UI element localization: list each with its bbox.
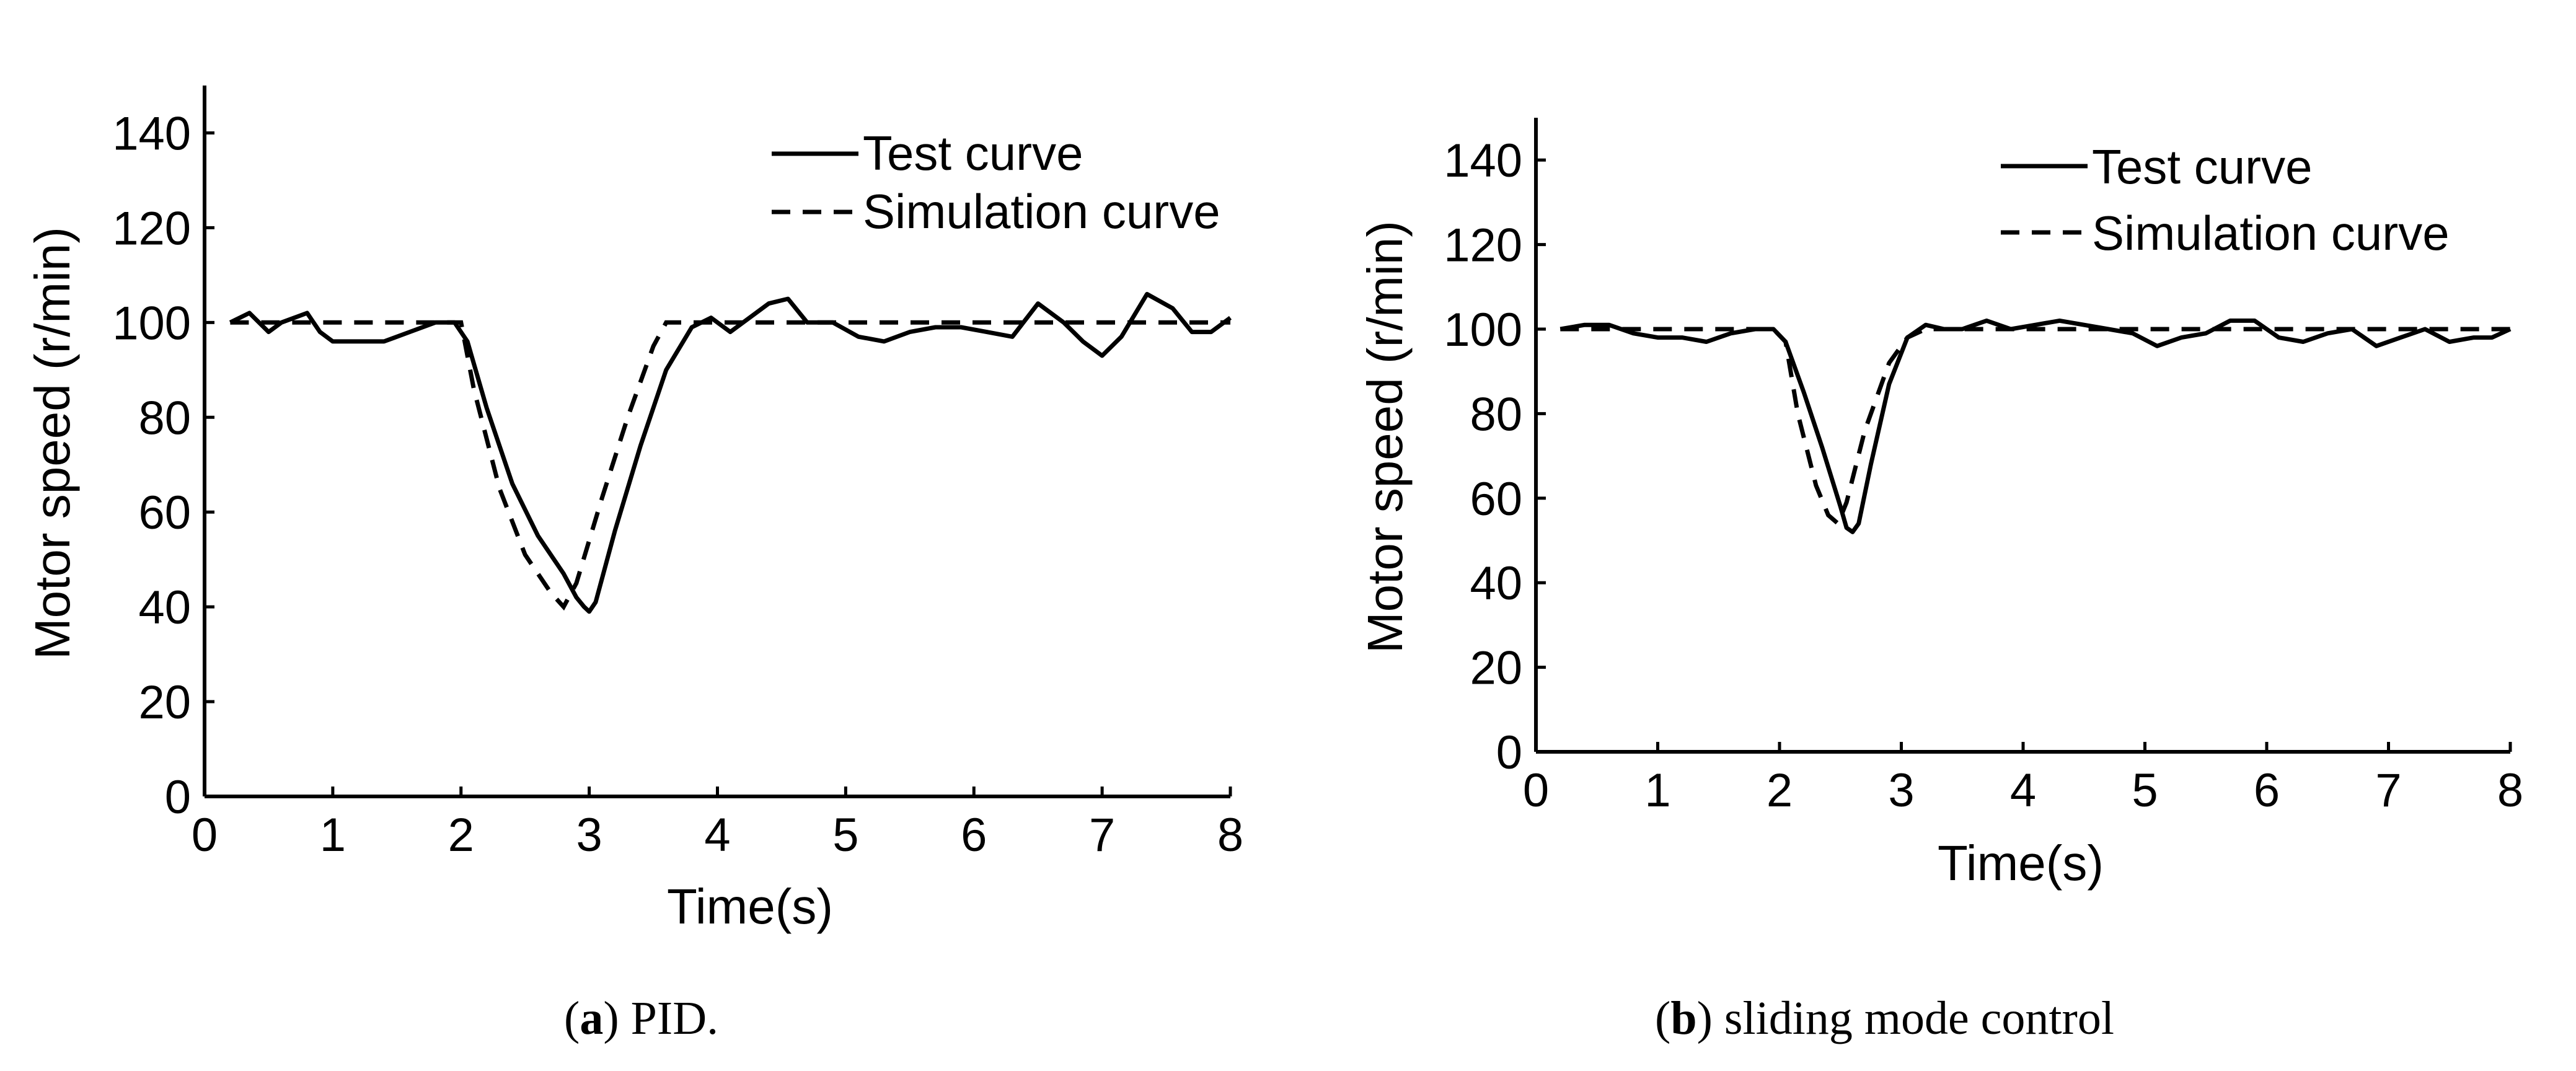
y-tick-label: 40 xyxy=(1470,557,1522,610)
y-tick-label: 120 xyxy=(112,202,191,255)
y-tick-label: 20 xyxy=(1470,642,1522,695)
x-tick-label: 4 xyxy=(2010,764,2036,817)
y-axis-label: Motor speed (r/min) xyxy=(1357,221,1413,653)
legend-test-curve-label: Test curve xyxy=(863,126,1083,180)
curves xyxy=(229,292,1232,614)
x-tick-label: 6 xyxy=(2254,764,2280,817)
test-curve-line xyxy=(229,292,1232,614)
x-tick-label: 3 xyxy=(1888,764,1914,817)
simulation-curve-line xyxy=(230,320,1230,611)
x-tick-label: 0 xyxy=(1523,764,1549,817)
y-tick-label: 140 xyxy=(1444,134,1522,187)
y-tick-label: 140 xyxy=(112,107,191,160)
y-tick-label: 80 xyxy=(138,392,191,444)
caption-a: (a) PID. xyxy=(564,992,719,1044)
x-tick-label: 4 xyxy=(704,809,730,862)
legend: Test curve Simulation curve xyxy=(772,126,1220,239)
x-tick-label: 0 xyxy=(192,809,218,862)
legend: Test curve Simulation curve xyxy=(2001,139,2450,260)
caption-text: sliding mode control xyxy=(1724,992,2114,1044)
curves xyxy=(1559,318,2512,534)
x-tick-label: 8 xyxy=(1217,809,1243,862)
x-tick-label: 5 xyxy=(2132,764,2158,817)
y-tick-label: 20 xyxy=(138,676,191,729)
y-tick-label: 0 xyxy=(1496,726,1522,779)
x-tick-label: 5 xyxy=(832,809,858,862)
y-tick-label: 60 xyxy=(138,487,191,539)
x-tick-label: 3 xyxy=(576,809,602,862)
x-tick-label: 6 xyxy=(961,809,987,862)
x-tick-label: 2 xyxy=(1767,764,1793,817)
x-tick-label: 2 xyxy=(448,809,474,862)
x-tick-label: 7 xyxy=(2375,764,2401,817)
y-tick-label: 0 xyxy=(165,771,191,824)
legend-simulation-curve-label: Simulation curve xyxy=(863,184,1220,239)
caption-text: PID. xyxy=(630,992,719,1044)
x-tick-label: 1 xyxy=(1644,764,1670,817)
x-axis-label: Time(s) xyxy=(1938,835,2104,891)
y-tick-label: 100 xyxy=(112,297,191,350)
y-tick-label: 120 xyxy=(1444,219,1522,272)
x-tick-label: 1 xyxy=(320,809,346,862)
x-tick-label: 7 xyxy=(1089,809,1115,862)
chart-panel-a: Motor speed (r/min) Time(s) 0 1 2 3 4 5 6 7 8020… xyxy=(25,86,1243,934)
x-tick-label: 8 xyxy=(2497,764,2523,817)
y-tick-label: 60 xyxy=(1470,473,1522,526)
caption-letter: a xyxy=(580,992,604,1044)
legend-simulation-curve-label: Simulation curve xyxy=(2092,206,2450,260)
caption-letter: b xyxy=(1670,992,1697,1044)
simulation-curve-line xyxy=(1560,327,2510,527)
y-axis-label: Motor speed (r/min) xyxy=(25,227,80,659)
caption-b: (b) sliding mode control xyxy=(1655,992,2114,1044)
y-tick-label: 40 xyxy=(138,581,191,634)
legend-test-curve-label: Test curve xyxy=(2092,139,2312,194)
x-axis-label: Time(s) xyxy=(667,879,833,934)
y-tick-label: 100 xyxy=(1444,304,1522,356)
chart-panel-b: Motor speed (r/min) Time(s) 0 1 2 3 4 5 6 7 8020… xyxy=(1357,118,2523,891)
y-tick-label: 80 xyxy=(1470,388,1522,441)
